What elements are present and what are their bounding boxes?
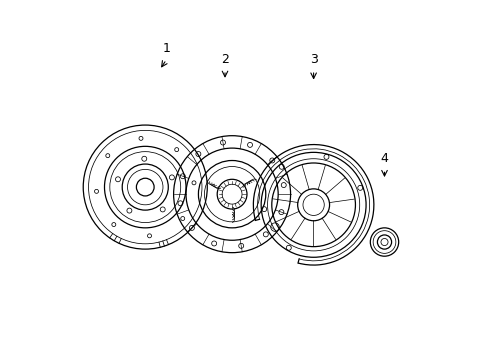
Text: 2: 2 <box>221 53 228 66</box>
Text: 1: 1 <box>162 42 170 55</box>
Text: 4: 4 <box>380 152 387 165</box>
Text: 3: 3 <box>309 53 317 66</box>
